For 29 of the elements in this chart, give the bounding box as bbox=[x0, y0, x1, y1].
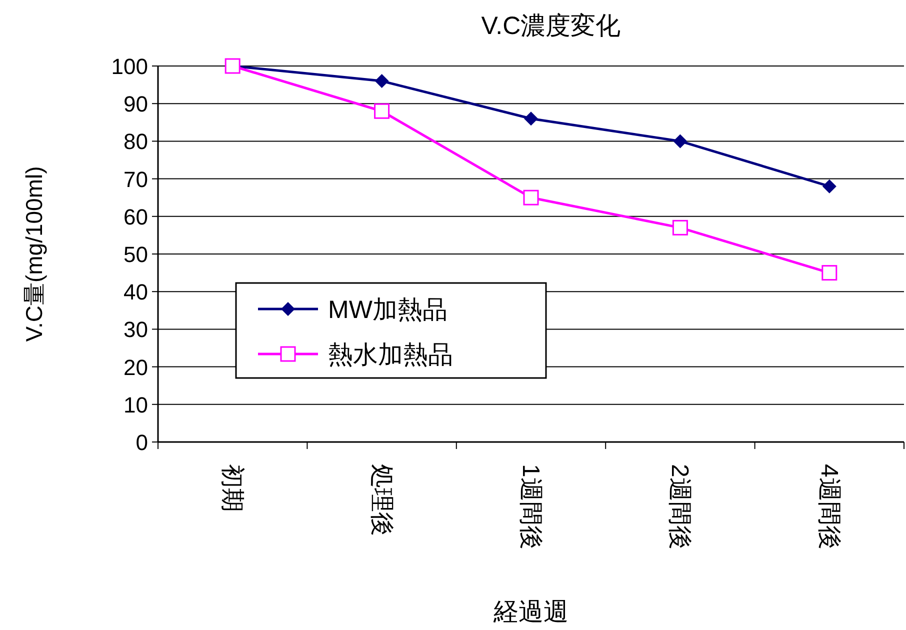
legend-label: 熱水加熱品 bbox=[328, 341, 453, 369]
x-axis-title: 経過週 bbox=[492, 598, 568, 626]
legend-label: MW加熱品 bbox=[328, 296, 448, 324]
point bbox=[374, 74, 389, 88]
x-tick-label: 2週間後 bbox=[666, 464, 694, 550]
y-tick-label: 10 bbox=[124, 392, 148, 418]
y-tick-label: 30 bbox=[124, 317, 148, 342]
point bbox=[374, 103, 390, 119]
y-tick-label: 90 bbox=[124, 92, 148, 117]
point bbox=[524, 112, 538, 126]
y-tick-label: 100 bbox=[111, 54, 148, 79]
y-tick-label: 50 bbox=[124, 242, 148, 267]
y-tick-label: 0 bbox=[136, 430, 148, 455]
y-tick-label: 40 bbox=[124, 280, 148, 305]
point bbox=[822, 265, 838, 281]
y-axis-title: V.C量(mg/100ml) bbox=[21, 166, 47, 342]
point bbox=[673, 134, 688, 148]
point bbox=[822, 179, 836, 194]
x-tick-label: 1週間後 bbox=[517, 464, 544, 550]
point bbox=[672, 220, 688, 236]
x-tick-label: 処理後 bbox=[368, 464, 395, 536]
y-tick-label: 80 bbox=[124, 129, 148, 154]
chart-title: V.C濃度変化 bbox=[481, 12, 621, 40]
y-tick-label: 70 bbox=[124, 166, 148, 192]
y-tick-label: 20 bbox=[124, 354, 148, 380]
x-tick-label: 4週間後 bbox=[815, 464, 842, 550]
point bbox=[523, 190, 539, 206]
x-tick-label: 初期 bbox=[218, 464, 246, 512]
y-tick-label: 60 bbox=[124, 204, 148, 230]
